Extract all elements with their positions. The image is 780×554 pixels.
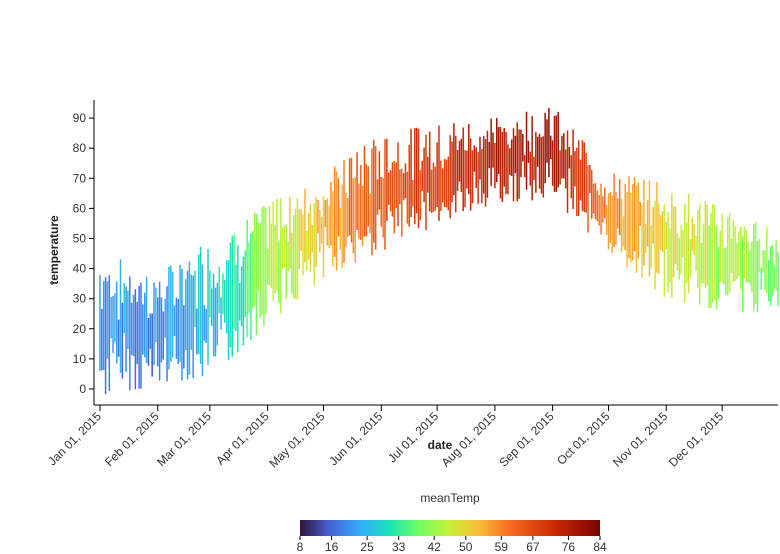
x-tick-label: Jun 01, 2015 bbox=[326, 409, 385, 468]
y-tick-label: 70 bbox=[73, 171, 87, 185]
y-tick-label: 20 bbox=[73, 322, 87, 336]
legend-ticks: 8 16 25 33 42 50 59 67 76 84 bbox=[297, 536, 607, 554]
y-tick-label: 50 bbox=[73, 231, 87, 245]
y-tick-label: 60 bbox=[73, 201, 87, 215]
y-tick-label: 10 bbox=[73, 352, 87, 366]
legend-tick-label: 76 bbox=[562, 540, 576, 554]
data-bars bbox=[99, 108, 779, 395]
legend-tick-label: 33 bbox=[392, 540, 406, 554]
y-tick-label: 30 bbox=[73, 292, 87, 306]
x-tick-label: Nov 01, 2015 bbox=[610, 409, 671, 470]
y-tick-label: 80 bbox=[73, 141, 87, 155]
x-axis-title: date bbox=[428, 438, 453, 452]
x-tick-label: Apr 01, 2015 bbox=[213, 409, 272, 468]
x-tick-label: Feb 01, 2015 bbox=[102, 409, 162, 469]
legend-tick-label: 59 bbox=[495, 540, 509, 554]
legend-tick-label: 84 bbox=[593, 540, 607, 554]
legend-tick-label: 50 bbox=[459, 540, 473, 554]
legend-title: meanTemp bbox=[420, 491, 480, 505]
legend-tick-label: 8 bbox=[297, 540, 304, 554]
y-axis-ticks: 0 10 20 30 40 50 60 70 80 90 bbox=[73, 111, 94, 396]
legend-tick-label: 16 bbox=[325, 540, 339, 554]
x-tick-label: Dec 01, 2015 bbox=[666, 409, 727, 470]
legend-color-bar bbox=[300, 520, 600, 536]
y-tick-label: 0 bbox=[79, 382, 86, 396]
legend-tick-label: 67 bbox=[526, 540, 540, 554]
x-tick-label: Mar 01, 2015 bbox=[154, 409, 214, 469]
x-tick-label: Oct 01, 2015 bbox=[554, 409, 613, 468]
x-tick-label: May 01, 2015 bbox=[266, 409, 328, 471]
legend-tick-label: 42 bbox=[428, 540, 442, 554]
legend-tick-label: 25 bbox=[360, 540, 374, 554]
x-tick-label: Jan 01, 2015 bbox=[45, 409, 104, 468]
y-tick-label: 90 bbox=[73, 111, 87, 125]
x-tick-label: Sep 01, 2015 bbox=[496, 409, 557, 470]
y-axis-title: temperature bbox=[47, 215, 61, 285]
y-tick-label: 40 bbox=[73, 262, 87, 276]
